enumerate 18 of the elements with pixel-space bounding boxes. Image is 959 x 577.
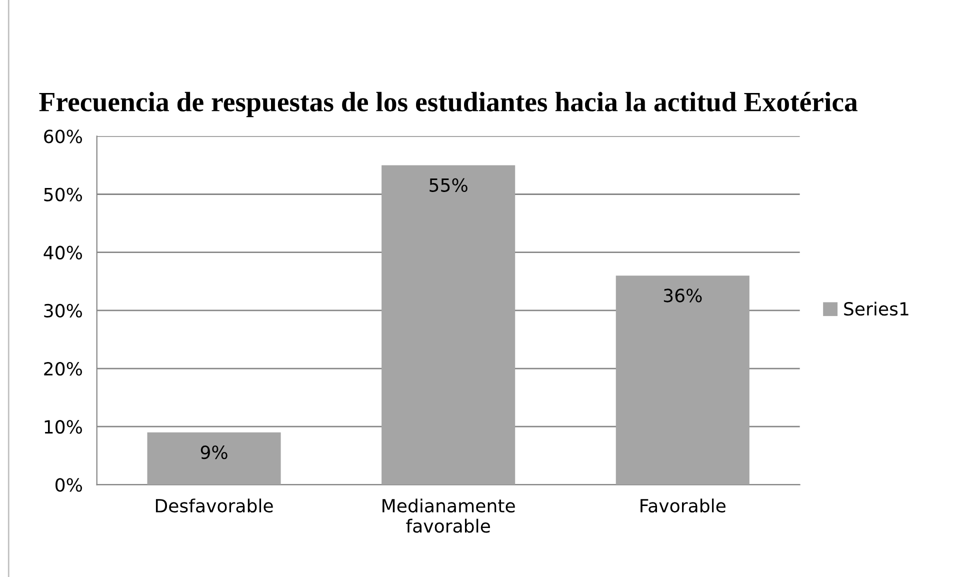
text: 36%: [664, 288, 702, 302]
y-tick-label: 20%: [44, 362, 82, 376]
bar: [616, 276, 750, 485]
x-tick-label: Favorable: [640, 498, 726, 513]
legend-label: Series1: [844, 302, 908, 316]
y-tick-label: 50%: [44, 188, 82, 202]
y-tick-label: 0%: [56, 478, 82, 492]
x-tick-label: Medianamente favorable: [382, 498, 515, 533]
y-tick-label: 40%: [44, 246, 82, 260]
bar: [382, 165, 516, 485]
x-tick-label: Desfavorable: [156, 498, 273, 513]
text: 9%: [200, 446, 228, 460]
bar: [147, 432, 281, 485]
text: 55%: [430, 178, 468, 192]
chart-title: Frecuencia de respuestas de los estudiantes hacia la actitud Exotérica: [39, 92, 858, 118]
y-tick-label: 10%: [44, 420, 82, 434]
y-tick-label: 30%: [44, 304, 82, 318]
y-tick-label: 60%: [44, 130, 82, 144]
